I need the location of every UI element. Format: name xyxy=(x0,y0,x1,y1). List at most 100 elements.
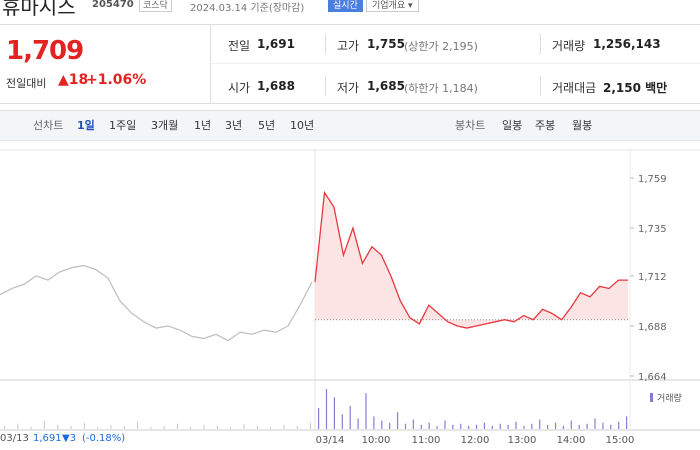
y-tick-label: 1,759 xyxy=(638,174,667,185)
divider xyxy=(540,76,541,96)
y-tick-label: 1,688 xyxy=(638,322,667,333)
stat-sub: (상한가 2,195) xyxy=(404,40,478,53)
volume-bar xyxy=(523,425,525,429)
volume-bar xyxy=(97,426,99,429)
change-value: 18 xyxy=(68,72,89,88)
volume-bar xyxy=(163,425,165,429)
volume-bar xyxy=(4,425,5,429)
legend-label: 거래량 xyxy=(657,392,682,404)
tab[interactable]: 1주일 xyxy=(109,119,137,132)
volume-bar xyxy=(256,425,258,429)
volume-bar xyxy=(539,419,541,429)
tab[interactable]: 일봉 xyxy=(502,119,523,132)
volume-bar xyxy=(243,423,245,429)
volume-bar xyxy=(325,389,328,429)
volume-bar xyxy=(341,414,343,429)
volume-bar xyxy=(444,420,446,429)
divider xyxy=(325,34,326,54)
volume-bar xyxy=(570,420,572,429)
volume-bar xyxy=(602,422,604,429)
volume-bar xyxy=(230,426,232,429)
volume-bar xyxy=(515,421,517,429)
stat-value: 1,256,143 xyxy=(593,37,661,51)
volume-bar xyxy=(318,407,320,429)
stat-value: 1,755 xyxy=(367,37,405,51)
stat-value: 2,150 백만 xyxy=(603,81,668,95)
volume-bar xyxy=(216,425,218,429)
tab[interactable]: 월봉 xyxy=(572,119,593,132)
volume-bar xyxy=(150,426,152,429)
stat-sub: (하한가 1,184) xyxy=(404,82,478,95)
volume-bar xyxy=(428,422,430,429)
volume-bar xyxy=(491,425,493,429)
y-tick-label: 1,735 xyxy=(638,224,667,235)
stat-value: 1,691 xyxy=(257,37,295,51)
footer-change: ▼3 xyxy=(62,433,77,444)
volume-bar xyxy=(547,424,549,429)
price-area xyxy=(315,192,628,329)
volume-bar xyxy=(83,422,85,429)
tab[interactable]: 봉차트 xyxy=(455,119,486,132)
stock-name: 휴마시스 xyxy=(2,0,76,19)
volume-bar xyxy=(562,425,565,429)
tab[interactable]: 3개월 xyxy=(151,119,179,132)
volume-bar xyxy=(483,422,486,429)
volume-bar xyxy=(404,423,407,429)
volume-bar xyxy=(460,423,462,429)
volume-bar xyxy=(110,424,112,429)
change: ▲18 xyxy=(58,72,89,88)
change-rate: +1.06% xyxy=(86,72,147,88)
volume-bar xyxy=(499,423,501,429)
stat-label: 거래대금 xyxy=(552,81,597,95)
volume-bar xyxy=(333,397,335,429)
summary-box xyxy=(0,24,700,104)
x-tick-label: 15:00 xyxy=(606,435,635,446)
volume-bar xyxy=(507,424,509,429)
volume-bar xyxy=(389,422,391,429)
volume-bar xyxy=(594,418,596,429)
volume-bar xyxy=(610,424,612,429)
volume-bar xyxy=(626,416,628,429)
tab[interactable]: 1일 xyxy=(77,119,95,132)
overview-label: 기업개요 xyxy=(372,1,406,11)
volume-bar xyxy=(190,426,192,429)
volume-bar xyxy=(17,423,19,429)
volume-bar xyxy=(123,425,125,429)
volume-bar xyxy=(618,421,620,429)
stat-label: 고가 xyxy=(337,39,360,53)
volume-bar xyxy=(396,412,399,429)
overview-button[interactable]: 기업개요 ▾ xyxy=(366,0,419,12)
volume-bar xyxy=(296,425,298,429)
volume-bar xyxy=(43,420,45,429)
x-tick-label: 14:00 xyxy=(557,435,586,446)
volume-bar xyxy=(578,424,580,429)
tab[interactable]: 1년 xyxy=(194,119,212,132)
tab[interactable]: 3년 xyxy=(225,119,243,132)
stat-label: 시가 xyxy=(228,81,251,95)
volume-bar xyxy=(349,405,351,429)
legend-swatch xyxy=(650,393,653,402)
volume-bar xyxy=(57,424,59,429)
stat-value: 1,685 xyxy=(367,79,405,93)
tab[interactable]: 주봉 xyxy=(535,119,556,132)
volume-bar xyxy=(357,418,359,429)
footer-price: 1,691 xyxy=(33,433,62,444)
realtime-badge[interactable]: 실시간 xyxy=(328,0,363,12)
volume-bar xyxy=(365,393,367,429)
tab[interactable]: 선차트 xyxy=(33,119,64,132)
tab[interactable]: 5년 xyxy=(258,119,276,132)
tab-bar xyxy=(0,110,700,141)
volume-bar xyxy=(436,425,438,429)
current-price: 1,709 xyxy=(6,36,84,66)
date: 2024.03.14 기준(장마감) xyxy=(190,3,305,14)
y-tick-label: 1,712 xyxy=(638,272,667,283)
price-line xyxy=(0,264,313,342)
volume-bar xyxy=(70,425,72,429)
volume-bar xyxy=(310,422,311,429)
volume-bar xyxy=(412,419,414,429)
tab[interactable]: 10년 xyxy=(290,119,315,132)
volume-bar xyxy=(554,422,557,429)
volume-bar xyxy=(420,424,422,429)
